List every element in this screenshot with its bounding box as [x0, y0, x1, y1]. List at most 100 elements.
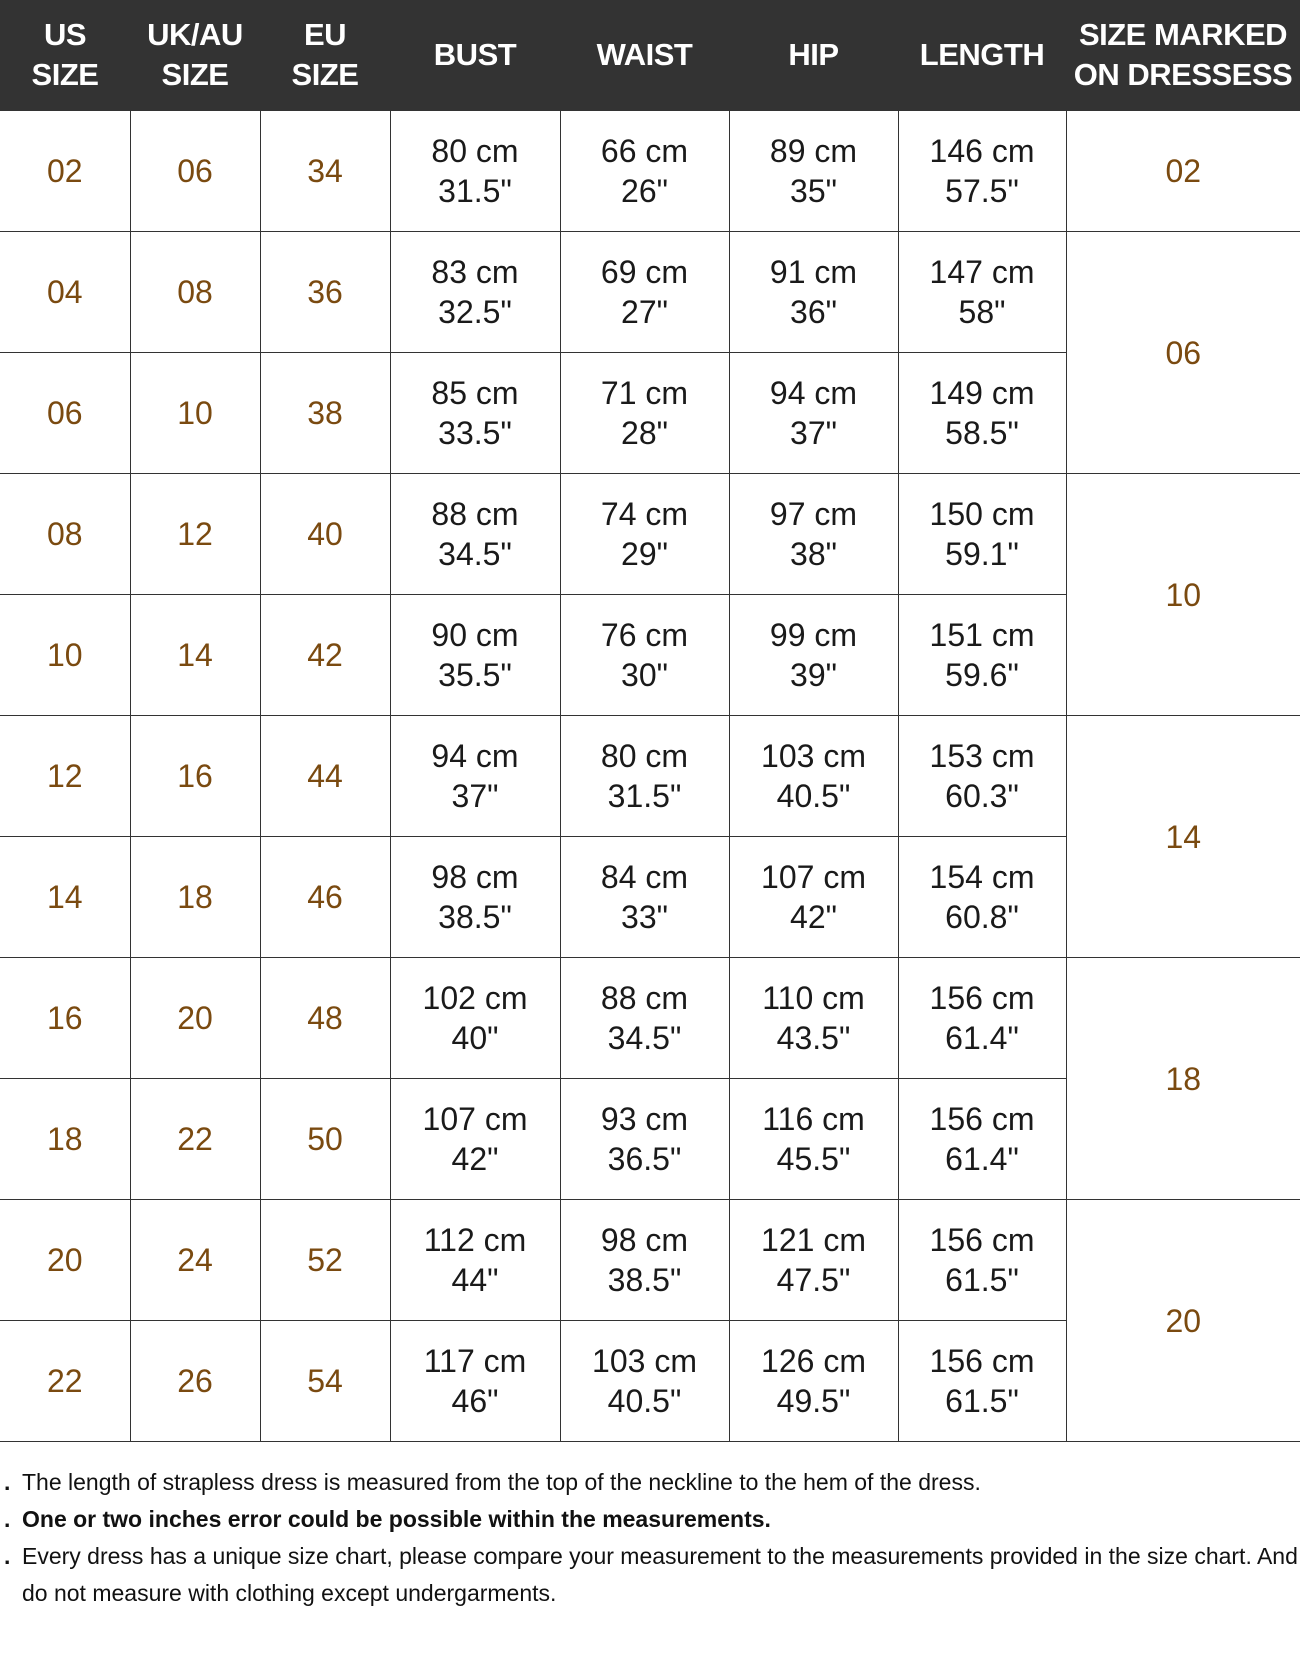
length-cm: 151 cm — [929, 617, 1035, 653]
length-in: 60.3" — [945, 778, 1019, 814]
header-line: SIZE — [291, 57, 359, 92]
hip-cm: 121 cm — [761, 1222, 866, 1258]
note-item: . Every dress has a unique size chart, pl… — [4, 1538, 1300, 1612]
hip-cell: 126 cm 49.5" — [728, 1320, 899, 1442]
table-row: 14 18 46 98 cm 38.5" 84 cm 33" 107 cm 42" 154 cm 6… — [0, 836, 1300, 958]
hip-in: 47.5" — [776, 1262, 851, 1298]
waist-cm: 93 cm — [600, 1101, 689, 1137]
length-cell: 147 cm 58" — [897, 231, 1067, 353]
waist-cm: 84 cm — [600, 859, 689, 895]
length-cm: 150 cm — [929, 496, 1035, 532]
bust-cell: 80 cm 31.5" — [389, 110, 561, 232]
header-line: ON DRESSESS — [1073, 57, 1293, 92]
bust-in: 34.5" — [438, 536, 512, 572]
us-size-cell: 12 — [0, 715, 131, 837]
hip-cm: 99 cm — [769, 617, 858, 653]
hip-cm: 94 cm — [769, 375, 858, 411]
hip-in: 43.5" — [776, 1020, 851, 1056]
waist-cell: 66 cm 26" — [559, 110, 730, 232]
bust-cell: 88 cm 34.5" — [389, 473, 561, 595]
header-line: WAIST — [596, 37, 693, 72]
length-cell: 153 cm 60.3" — [897, 715, 1067, 837]
length-cell: 146 cm 57.5" — [897, 110, 1067, 232]
bust-cm: 80 cm — [431, 133, 519, 169]
waist-cm: 88 cm — [600, 980, 689, 1016]
hip-in: 38" — [790, 536, 837, 572]
header-eu-size: EU SIZE — [260, 0, 390, 111]
header-us-size: US SIZE — [0, 0, 130, 111]
bust-in: 38.5" — [438, 899, 512, 935]
hip-cm: 89 cm — [769, 133, 858, 169]
waist-in: 26" — [621, 173, 668, 209]
hip-cm: 116 cm — [762, 1101, 865, 1137]
uk-size-cell: 22 — [129, 1078, 261, 1200]
hip-cell: 107 cm 42" — [728, 836, 899, 958]
length-cell: 156 cm 61.4" — [897, 1078, 1066, 1200]
marked-size-cell: 20 — [1065, 1199, 1300, 1442]
length-in: 58.5" — [945, 415, 1019, 451]
waist-cell: 71 cm 28" — [559, 352, 730, 474]
eu-size-cell: 52 — [259, 1199, 391, 1321]
waist-cm: 66 cm — [600, 133, 689, 169]
waist-in: 31.5" — [607, 778, 682, 814]
bust-cm: 85 cm — [431, 375, 519, 411]
bust-in: 37" — [451, 778, 499, 814]
length-cm: 153 cm — [929, 738, 1035, 774]
hip-cell: 116 cm 45.5" — [728, 1078, 899, 1200]
hip-cm: 103 cm — [761, 738, 866, 774]
hip-in: 35" — [790, 173, 837, 209]
length-cm: 156 cm — [929, 1343, 1035, 1379]
waist-cell: 93 cm 36.5" — [559, 1078, 730, 1200]
hip-cell: 103 cm 40.5" — [728, 715, 899, 837]
waist-cell: 74 cm 29" — [559, 473, 730, 595]
bust-in: 35.5" — [438, 657, 512, 693]
length-cm: 156 cm — [929, 1101, 1035, 1137]
bust-cm: 102 cm — [422, 980, 528, 1016]
hip-in: 45.5" — [776, 1141, 851, 1177]
length-cell: 149 cm 58.5" — [897, 352, 1066, 474]
waist-cm: 80 cm — [600, 738, 689, 774]
waist-in: 29" — [621, 536, 668, 572]
bust-cell: 98 cm 38.5" — [389, 836, 561, 958]
table-row: 18 22 50 107 cm 42" 93 cm 36.5" 116 cm 45.5" 156 … — [0, 1078, 1300, 1200]
hip-cm: 126 cm — [761, 1343, 866, 1379]
table-row: 20 24 52 112 cm 44" 98 cm 38.5" 121 cm 47.5" 156 … — [0, 1199, 1300, 1442]
length-cm: 154 cm — [929, 859, 1035, 895]
bullet-icon: . — [4, 1469, 11, 1495]
waist-in: 40.5" — [607, 1383, 682, 1419]
us-size-cell: 14 — [0, 836, 131, 958]
length-cell: 154 cm 60.8" — [897, 836, 1066, 958]
header-line: HIP — [788, 37, 839, 72]
header-line: EU — [303, 17, 347, 52]
us-size-cell: 02 — [0, 110, 131, 232]
length-cm: 156 cm — [929, 980, 1035, 1016]
waist-in: 34.5" — [607, 1020, 682, 1056]
marked-size-cell: 10 — [1065, 473, 1300, 716]
eu-size-cell: 54 — [259, 1320, 391, 1442]
bust-cm: 112 cm — [423, 1222, 527, 1258]
eu-size-cell: 38 — [259, 352, 391, 474]
bust-in: 32.5" — [438, 294, 512, 330]
waist-cm: 103 cm — [592, 1343, 697, 1379]
eu-size-cell: 50 — [259, 1078, 391, 1200]
uk-size-cell: 12 — [129, 473, 261, 595]
header-line: UK/AU — [147, 17, 243, 52]
length-in: 61.4" — [945, 1020, 1019, 1056]
us-size-cell: 08 — [0, 473, 131, 595]
us-size-cell: 06 — [0, 352, 131, 474]
hip-cm: 97 cm — [769, 496, 858, 532]
waist-cell: 103 cm 40.5" — [559, 1320, 730, 1442]
marked-size-cell: 02 — [1065, 110, 1300, 232]
note-item: . The length of strapless dress is measur… — [4, 1464, 1300, 1501]
header-line: US — [43, 17, 87, 52]
waist-in: 38.5" — [607, 1262, 682, 1298]
hip-in: 40.5" — [776, 778, 851, 814]
table-row: 04 08 36 83 cm 32.5" 69 cm 27" 91 cm 36" 147 cm 58… — [0, 231, 1300, 474]
bust-cell: 85 cm 33.5" — [389, 352, 561, 474]
bust-cell: 112 cm 44" — [389, 1199, 561, 1321]
eu-size-cell: 36 — [259, 231, 391, 353]
hip-cm: 91 cm — [769, 254, 858, 290]
note-text: Every dress has a unique size chart, ple… — [22, 1543, 1298, 1606]
hip-cell: 89 cm 35" — [728, 110, 899, 232]
us-size-cell: 20 — [0, 1199, 131, 1321]
